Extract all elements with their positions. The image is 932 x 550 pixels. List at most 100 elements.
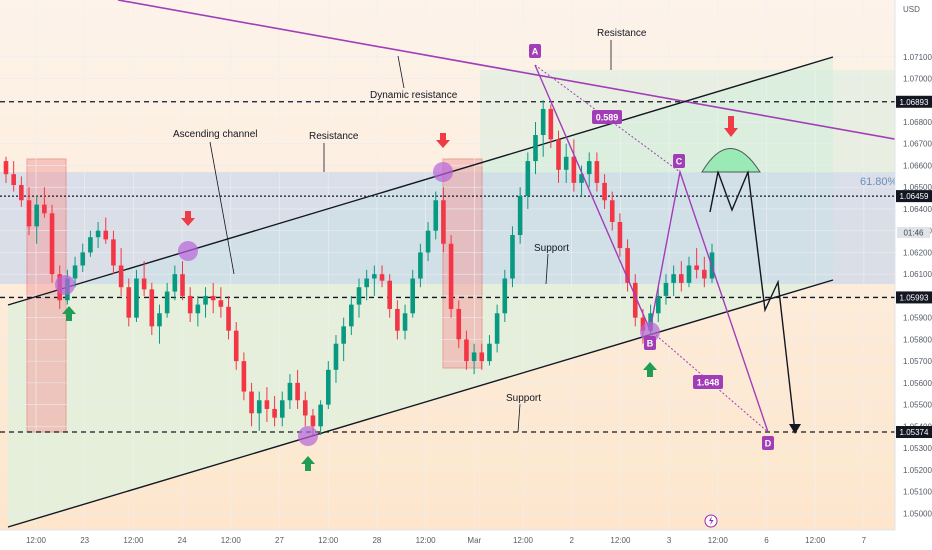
candle-body <box>42 204 47 214</box>
candle <box>456 300 462 349</box>
candle-body <box>379 274 385 281</box>
dynamic-resistance-annotation: Dynamic resistance <box>370 55 458 101</box>
x-tick-label: 3 <box>667 536 672 545</box>
candle-body <box>640 317 646 331</box>
candle-body <box>510 235 515 279</box>
candle-body <box>157 313 162 327</box>
candle <box>655 287 661 322</box>
plot-background <box>0 0 895 530</box>
candle <box>11 161 16 192</box>
candle-body <box>295 382 300 401</box>
candle <box>702 256 707 288</box>
red-down-arrow-icon <box>436 133 450 148</box>
candle <box>502 269 508 322</box>
candle-body <box>333 343 339 370</box>
candle-body <box>318 404 323 427</box>
candle <box>287 374 293 409</box>
level-tag-bg <box>896 291 932 304</box>
candle <box>295 369 300 409</box>
candle-body <box>418 252 423 279</box>
x-tick-labels: 12:00 23 12:00 24 12:00 27 12:00 28 12:00 Mar 12:0… <box>26 536 867 545</box>
candle <box>594 152 600 192</box>
level-tag-bg <box>896 190 932 203</box>
candle-body <box>226 306 231 331</box>
support-annotation-low: Support <box>506 393 541 433</box>
x-tick-label: 24 <box>178 536 187 545</box>
candle <box>149 282 155 336</box>
pivot-circle <box>178 241 198 261</box>
candle <box>556 130 561 183</box>
candle-body <box>632 282 638 318</box>
red-down-arrow-icon <box>724 116 738 137</box>
forecast-path <box>701 148 801 434</box>
currency-label: USD <box>903 5 920 14</box>
green-up-arrow-icon <box>301 456 315 471</box>
x-tick-label: 12:00 <box>610 536 631 545</box>
candle-body <box>111 239 116 266</box>
candle-body <box>164 291 170 314</box>
candle <box>563 143 569 183</box>
candle <box>272 395 277 427</box>
point-b-label: B <box>647 339 654 349</box>
fib-level-label: 61.80% <box>860 176 898 188</box>
candle-body <box>34 204 39 227</box>
candle <box>72 256 78 288</box>
candle-body <box>88 237 93 253</box>
candle <box>379 265 385 288</box>
candle-body <box>310 415 316 427</box>
candle <box>471 343 477 375</box>
y-tick-label: 1.06800 <box>903 118 932 127</box>
candle <box>111 230 116 275</box>
trend-lines <box>7 0 901 528</box>
candle <box>402 304 408 340</box>
candle-body <box>287 382 293 401</box>
candle <box>517 187 523 244</box>
x-tick-label: 12:00 <box>416 536 437 545</box>
y-tick-label: 1.05600 <box>903 379 932 388</box>
candle-body <box>487 343 492 362</box>
candle-body <box>326 369 331 405</box>
point-d-label: D <box>765 439 772 449</box>
candle-body <box>594 161 600 183</box>
candle-body <box>3 161 9 175</box>
candle-body <box>540 108 546 136</box>
pivot-circle <box>433 162 453 182</box>
candle <box>410 269 416 318</box>
point-a-badge: A <box>529 44 541 58</box>
candle-body <box>571 156 577 183</box>
candle-body <box>241 361 247 392</box>
candle-body <box>11 174 16 186</box>
candle-body <box>433 200 439 231</box>
candle-body <box>586 161 592 175</box>
pivot-circle <box>298 426 318 446</box>
annotations: Dynamic resistance Resistance Ascending … <box>173 28 647 433</box>
y-tick-label: 1.06600 <box>903 161 932 170</box>
candle <box>241 352 247 401</box>
candle-body <box>464 339 469 362</box>
support-annotation-mid: Support <box>534 243 569 285</box>
current-price-label: 01:46 <box>903 229 924 238</box>
point-d-badge: D <box>762 436 774 450</box>
y-tick-label: 1.06200 <box>903 248 932 257</box>
candle <box>302 391 308 427</box>
x-tick-label: 12:00 <box>708 536 729 545</box>
abcd-lines <box>534 64 769 433</box>
pattern-labels: A B C D 0.589 1.648 61.80% <box>529 44 898 450</box>
candle <box>479 343 485 370</box>
candle-body <box>218 300 224 307</box>
fib-ratio-label: 1.648 <box>697 378 720 388</box>
candle <box>356 278 362 318</box>
candle <box>586 152 592 188</box>
candle-body <box>517 195 523 236</box>
channel-lower-line <box>7 279 834 528</box>
y-tick-label: 1.07000 <box>903 75 932 84</box>
x-tick-label: 12:00 <box>221 536 242 545</box>
pivot-circle <box>55 275 75 295</box>
y-tick-label: 1.05900 <box>903 314 932 323</box>
candle <box>226 295 231 340</box>
candle <box>533 121 538 175</box>
candle <box>326 361 331 409</box>
fib-ratio-badge: 1.648 <box>693 375 723 389</box>
candle-body <box>203 295 208 305</box>
